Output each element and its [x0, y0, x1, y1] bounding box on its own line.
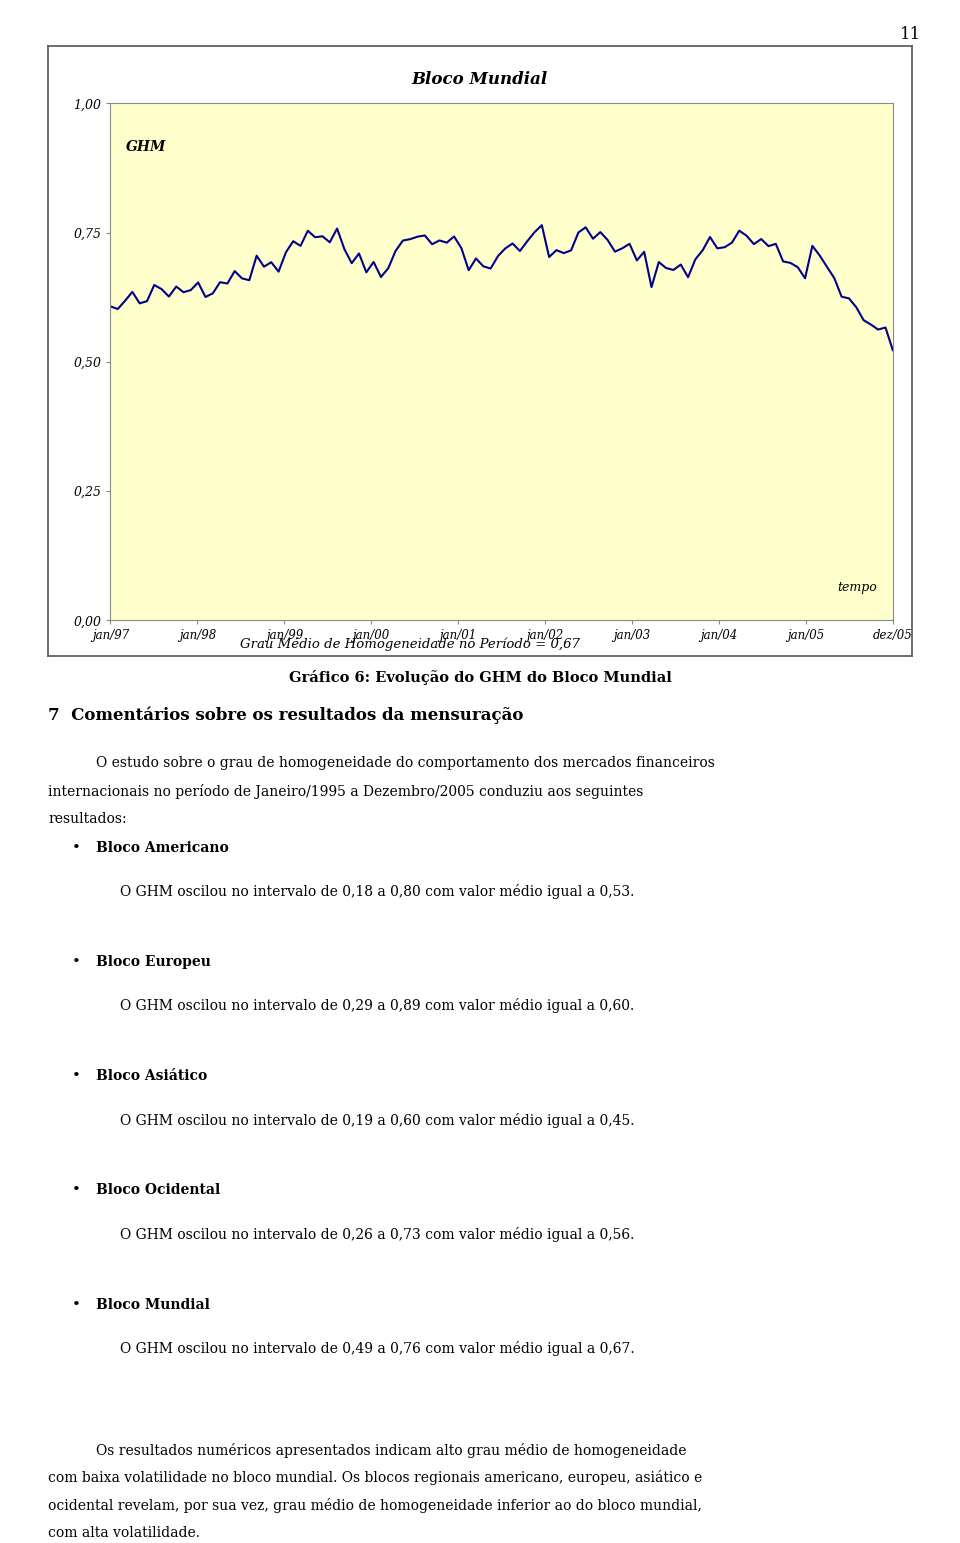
Text: O GHM oscilou no intervalo de 0,19 a 0,60 com valor médio igual a 0,45.: O GHM oscilou no intervalo de 0,19 a 0,6…: [120, 1113, 635, 1128]
Text: O GHM oscilou no intervalo de 0,18 a 0,80 com valor médio igual a 0,53.: O GHM oscilou no intervalo de 0,18 a 0,8…: [120, 884, 635, 900]
Text: •: •: [72, 1298, 81, 1312]
Text: 11: 11: [900, 26, 922, 43]
Text: O GHM oscilou no intervalo de 0,29 a 0,89 com valor médio igual a 0,60.: O GHM oscilou no intervalo de 0,29 a 0,8…: [120, 998, 635, 1014]
Text: GHM: GHM: [126, 139, 166, 154]
Text: O estudo sobre o grau de homogeneidade do comportamento dos mercados financeiros: O estudo sobre o grau de homogeneidade d…: [96, 756, 715, 770]
Text: ocidental revelam, por sua vez, grau médio de homogeneidade inferior ao do bloco: ocidental revelam, por sua vez, grau méd…: [48, 1498, 702, 1514]
Text: Os resultados numéricos apresentados indicam alto grau médio de homogeneidade: Os resultados numéricos apresentados ind…: [96, 1443, 686, 1458]
Text: •: •: [72, 1069, 81, 1083]
Text: tempo: tempo: [837, 582, 877, 594]
Text: 7  Comentários sobre os resultados da mensuração: 7 Comentários sobre os resultados da men…: [48, 707, 523, 724]
Text: •: •: [72, 841, 81, 855]
Text: Bloco Europeu: Bloco Europeu: [96, 955, 211, 969]
Text: com alta volatilidade.: com alta volatilidade.: [48, 1526, 200, 1540]
Text: Grau Médio de Homogeneidade no Período = 0,67: Grau Médio de Homogeneidade no Período =…: [240, 637, 580, 651]
Text: O GHM oscilou no intervalo de 0,26 a 0,73 com valor médio igual a 0,56.: O GHM oscilou no intervalo de 0,26 a 0,7…: [120, 1227, 635, 1242]
Text: internacionais no período de Janeiro/1995 a Dezembro/2005 conduziu aos seguintes: internacionais no período de Janeiro/199…: [48, 784, 643, 799]
Text: Bloco Mundial: Bloco Mundial: [412, 71, 548, 88]
Text: •: •: [72, 955, 81, 969]
Text: com baixa volatilidade no bloco mundial. Os blocos regionais americano, europeu,: com baixa volatilidade no bloco mundial.…: [48, 1470, 703, 1486]
Text: Bloco Asiático: Bloco Asiático: [96, 1069, 207, 1083]
Text: Bloco Ocidental: Bloco Ocidental: [96, 1183, 220, 1197]
Text: O GHM oscilou no intervalo de 0,49 a 0,76 com valor médio igual a 0,67.: O GHM oscilou no intervalo de 0,49 a 0,7…: [120, 1341, 635, 1356]
Text: Bloco Americano: Bloco Americano: [96, 841, 228, 855]
Text: •: •: [72, 1183, 81, 1197]
Text: Bloco Mundial: Bloco Mundial: [96, 1298, 210, 1312]
Text: Gráfico 6: Evolução do GHM do Bloco Mundial: Gráfico 6: Evolução do GHM do Bloco Mund…: [289, 670, 671, 685]
Text: resultados:: resultados:: [48, 812, 127, 826]
